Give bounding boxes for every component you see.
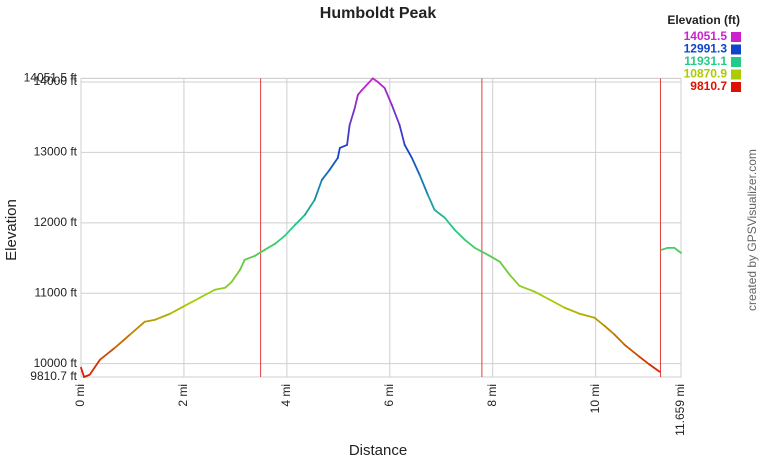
elevation-segment bbox=[488, 254, 501, 263]
x-tick-label: 11.659 mi bbox=[673, 384, 687, 436]
chart-title: Humboldt Peak bbox=[320, 5, 437, 22]
elevation-segment bbox=[83, 373, 91, 378]
elevation-segment bbox=[88, 358, 101, 376]
elevation-segment bbox=[230, 268, 241, 283]
legend-label: 14051.5 bbox=[684, 29, 728, 43]
credit: created by GPSVisualizer.com bbox=[745, 149, 759, 311]
elevation-segment bbox=[213, 286, 226, 291]
elevation-segment bbox=[338, 144, 348, 149]
y-axis-label: Elevation bbox=[3, 199, 20, 261]
x-tick-label: 10 mi bbox=[588, 384, 602, 413]
legend-swatch bbox=[731, 82, 741, 92]
elevation-segment bbox=[603, 324, 616, 336]
plot-area bbox=[80, 77, 682, 378]
elevation-segment bbox=[673, 246, 682, 254]
elevation-segment bbox=[371, 77, 379, 83]
elevation-segment bbox=[398, 124, 406, 146]
y-tick-label: 13000 ft bbox=[34, 145, 78, 159]
legend-label: 9810.7 bbox=[690, 79, 727, 93]
elevation-segment bbox=[390, 104, 401, 126]
elevation-segment bbox=[303, 198, 316, 216]
legend-label: 12991.3 bbox=[684, 42, 728, 56]
elevation-segment bbox=[313, 178, 323, 201]
elevation-segment bbox=[239, 258, 246, 271]
elevation-segment bbox=[499, 260, 511, 276]
elevation-segment bbox=[114, 333, 131, 349]
elevation-segment bbox=[533, 290, 551, 301]
legend-label: 11931.1 bbox=[684, 54, 727, 68]
elevation-segment bbox=[593, 316, 606, 327]
legend-swatch bbox=[731, 44, 741, 55]
elevation-segment bbox=[346, 124, 351, 146]
elevation-segment bbox=[348, 107, 356, 126]
elevation-segment bbox=[648, 363, 661, 373]
elevation-segment bbox=[274, 234, 286, 245]
y-tick-label: 14000 ft bbox=[34, 74, 78, 88]
elevation-segment bbox=[548, 298, 566, 309]
x-tick-label: 2 mi bbox=[176, 384, 190, 407]
elevation-segment bbox=[243, 254, 256, 261]
elevation-segment bbox=[411, 157, 421, 176]
elevation-segment bbox=[361, 83, 369, 91]
elevation-segment bbox=[638, 355, 651, 366]
x-tick-label: 0 mi bbox=[73, 384, 87, 407]
elevation-segment bbox=[473, 246, 491, 257]
legend-swatch bbox=[731, 32, 741, 42]
elevation-segment bbox=[328, 157, 339, 171]
elevation-segment bbox=[453, 228, 466, 241]
elevation-segment bbox=[563, 306, 581, 315]
legend-title: Elevation (ft) bbox=[667, 13, 740, 27]
elevation-segment bbox=[403, 144, 413, 159]
elevation-segment bbox=[418, 173, 429, 196]
y-tick-label: 12000 ft bbox=[34, 215, 78, 229]
elevation-segment bbox=[283, 223, 296, 237]
elevation-segment bbox=[353, 94, 359, 109]
elevation-segment bbox=[356, 89, 363, 96]
legend-label: 10870.9 bbox=[684, 67, 728, 81]
elevation-segment bbox=[508, 273, 521, 287]
elevation-segment bbox=[128, 320, 146, 336]
elevation-segment bbox=[443, 216, 456, 231]
elevation-segment bbox=[578, 312, 596, 319]
elevation-segment bbox=[518, 284, 536, 293]
y-tick-label: 14051.5 ft bbox=[24, 71, 78, 85]
elevation-segment bbox=[623, 343, 641, 358]
elevation-segment bbox=[184, 296, 201, 307]
elevation-segment bbox=[336, 147, 341, 159]
elevation-segment bbox=[169, 304, 186, 315]
elevation-segment bbox=[254, 248, 266, 257]
elevation-segment bbox=[224, 280, 233, 289]
elevation-segment bbox=[366, 77, 374, 85]
elevation-segment bbox=[426, 193, 436, 211]
x-tick-label: 4 mi bbox=[279, 384, 293, 407]
elevation-segment bbox=[383, 87, 393, 106]
elevation-segment bbox=[320, 168, 331, 181]
elevation-segment bbox=[80, 366, 85, 378]
elevation-segment bbox=[377, 81, 386, 89]
elevation-segment bbox=[464, 238, 476, 249]
x-axis-label: Distance bbox=[349, 442, 407, 459]
elevation-segment bbox=[433, 208, 446, 219]
x-tick-label: 6 mi bbox=[382, 384, 396, 407]
elevation-segment bbox=[613, 333, 626, 346]
legend-swatch bbox=[731, 57, 741, 67]
y-tick-label: 10000 ft bbox=[34, 356, 78, 370]
elevation-segment bbox=[263, 242, 276, 251]
elevation-segment bbox=[198, 288, 216, 299]
legend-swatch bbox=[731, 69, 741, 80]
y-tick-label: 9810.7 ft bbox=[30, 369, 77, 383]
elevation-segment bbox=[99, 346, 116, 361]
elevation-segment bbox=[143, 318, 157, 323]
x-tick-label: 8 mi bbox=[485, 384, 499, 407]
elevation-segment bbox=[154, 312, 171, 321]
y-tick-label: 11000 ft bbox=[35, 285, 78, 299]
elevation-segment bbox=[660, 246, 669, 251]
elevation-segment bbox=[294, 213, 306, 226]
